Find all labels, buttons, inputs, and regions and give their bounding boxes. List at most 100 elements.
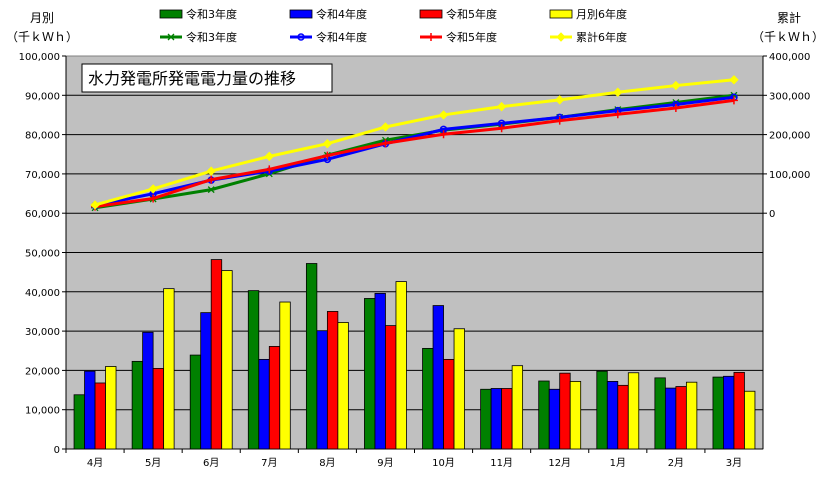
bar — [664, 387, 677, 450]
line-marker — [148, 184, 158, 194]
bar — [733, 371, 745, 450]
left-tick-label: 80,000 — [25, 131, 60, 142]
bar — [221, 270, 233, 450]
bar — [268, 346, 281, 450]
line-marker — [671, 80, 681, 91]
bar — [569, 381, 582, 450]
bar — [422, 347, 434, 450]
bar — [210, 259, 223, 450]
bar — [163, 288, 175, 450]
left-axis-title-line2: （千ｋＷｈ） — [6, 30, 78, 44]
bar — [189, 354, 202, 450]
bar — [374, 292, 386, 450]
left-tick-label: 10,000 — [25, 406, 60, 417]
x-tick-label: 10月 — [432, 457, 455, 469]
legend-label: 令和4年度 — [316, 7, 367, 21]
right-axis-title-line2: （千ｋＷｈ） — [752, 30, 824, 44]
right-tick-label: 100,000 — [769, 170, 810, 181]
bar — [131, 360, 144, 450]
legend-label: 令和4年度 — [316, 30, 367, 44]
bar — [443, 358, 455, 450]
bar — [364, 298, 376, 450]
bar — [279, 301, 291, 450]
line-marker — [207, 175, 216, 184]
line-marker — [427, 33, 435, 41]
line-marker — [555, 95, 565, 105]
right-tick-label: 300,000 — [769, 91, 810, 102]
x-tick-label: 3月 — [726, 457, 742, 469]
bar — [712, 376, 724, 450]
x-tick-label: 8月 — [319, 457, 335, 469]
bar — [511, 365, 524, 450]
bar — [675, 386, 687, 450]
line-marker — [265, 165, 274, 174]
x-tick-label: 5月 — [145, 457, 161, 469]
line-marker — [264, 151, 274, 162]
bar — [596, 370, 608, 450]
bar — [247, 290, 260, 450]
bar — [305, 263, 318, 450]
bar — [453, 328, 465, 450]
bar — [617, 384, 629, 450]
legend-swatch — [159, 9, 183, 19]
line-marker — [729, 75, 739, 85]
left-axis-title-line1: 月別 — [30, 11, 54, 25]
bar — [316, 330, 328, 450]
left-tick-label: 40,000 — [25, 288, 60, 299]
line-marker — [439, 130, 448, 139]
line-marker — [297, 33, 305, 41]
line-marker — [167, 33, 175, 41]
bar — [105, 366, 117, 450]
left-tick-label: 90,000 — [25, 91, 60, 102]
line-marker — [613, 87, 623, 97]
line-marker — [671, 104, 680, 113]
line-marker — [90, 200, 100, 210]
bar — [548, 388, 561, 450]
line-marker — [381, 139, 390, 148]
line-marker — [496, 101, 507, 112]
bar — [744, 390, 756, 450]
bar — [490, 388, 503, 450]
bar — [480, 388, 492, 450]
line-marker — [556, 32, 566, 42]
bar — [432, 305, 444, 450]
line-marker — [322, 139, 333, 149]
left-tick-label: 50,000 — [25, 249, 60, 260]
bar — [627, 372, 640, 450]
legend-label: 令和5年度 — [446, 30, 497, 44]
bar — [326, 311, 339, 450]
legend-label: 令和3年度 — [186, 30, 237, 44]
legend-label: 月別6年度 — [576, 7, 627, 21]
bar — [73, 394, 85, 450]
chart-title: 水力発電所発電電力量の推移 — [88, 69, 296, 88]
x-tick-label: 11月 — [490, 457, 513, 469]
legend-label: 令和3年度 — [186, 7, 237, 21]
left-tick-label: 30,000 — [25, 327, 60, 338]
bar — [152, 368, 165, 450]
line-marker — [323, 151, 332, 160]
right-tick-label: 200,000 — [769, 131, 810, 142]
bar — [501, 388, 513, 450]
left-tick-label: 100,000 — [19, 52, 60, 63]
title-box — [81, 63, 333, 93]
cumulative-line — [94, 98, 735, 209]
left-tick-label: 60,000 — [25, 209, 60, 220]
x-tick-label: 6月 — [203, 457, 219, 469]
legend-label: 累計6年度 — [576, 30, 627, 44]
bar — [723, 375, 735, 450]
left-tick-label: 70,000 — [25, 170, 60, 181]
line-marker — [613, 110, 622, 119]
line-marker — [380, 122, 391, 132]
right-tick-label: 0 — [769, 209, 775, 220]
line-marker — [206, 166, 216, 176]
right-axis-title-line1: 累計 — [777, 10, 801, 25]
left-tick-label: 0 — [54, 445, 60, 456]
legend-swatch — [549, 9, 573, 19]
x-tick-label: 2月 — [668, 457, 684, 469]
line-marker — [497, 124, 506, 133]
bar — [654, 377, 666, 450]
bar — [395, 281, 407, 450]
x-tick-label: 7月 — [261, 457, 277, 469]
right-tick-label: 400,000 — [769, 52, 810, 63]
